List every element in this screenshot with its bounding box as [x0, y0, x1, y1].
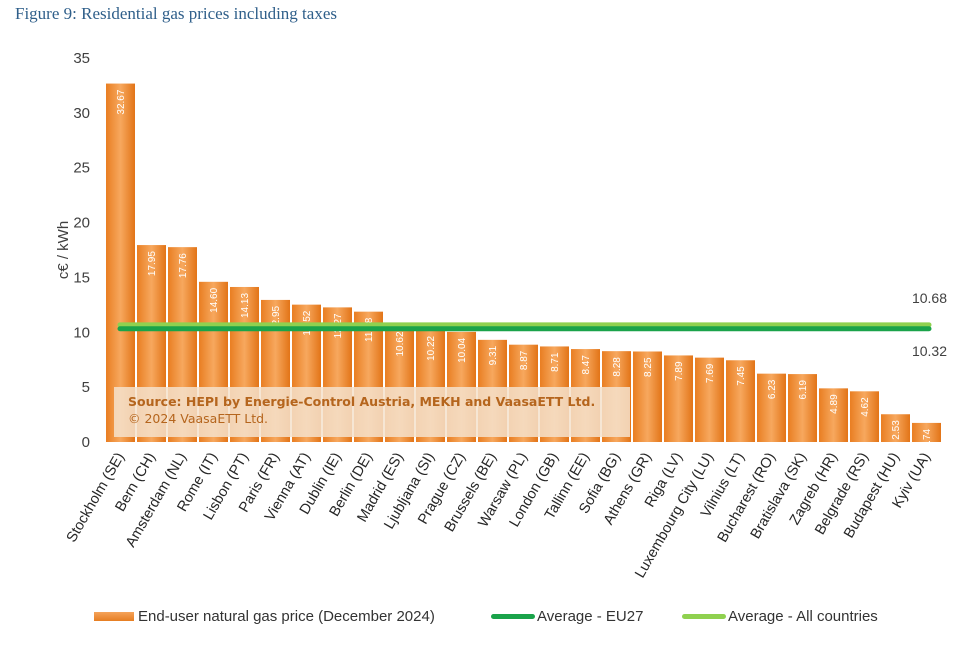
- bar-value-label: 14.13: [240, 293, 251, 318]
- bar-value-label: 6.19: [798, 380, 809, 400]
- bar: [106, 83, 135, 443]
- legend-item-all-countries: Average - All countries: [682, 608, 878, 625]
- bar-value-label: 4.89: [829, 394, 840, 414]
- bar-value-label: 8.28: [612, 357, 623, 377]
- bar-value-label: 32.67: [116, 89, 127, 114]
- bar: [726, 360, 755, 442]
- legend-item-eu27: Average - EU27: [491, 608, 643, 625]
- legend-label-all-countries: Average - All countries: [728, 608, 878, 625]
- source-box: Source: HEPI by Energie-Control Austria,…: [114, 387, 630, 437]
- figure-title: Figure 9: Residential gas prices includi…: [15, 4, 337, 23]
- bar-value-label: 4.62: [860, 397, 871, 417]
- bar-value-label: 12.95: [271, 305, 282, 330]
- bar: [633, 351, 662, 442]
- bar-value-label: 14.60: [209, 287, 220, 312]
- bar: [695, 357, 724, 442]
- legend-item-gas-price: End-user natural gas price (December 202…: [94, 608, 435, 625]
- legend-swatch-all-countries: [682, 614, 726, 619]
- bar-value-label: 17.95: [147, 251, 158, 276]
- bar-value-label: 10.62: [395, 331, 406, 356]
- y-tick-label: 5: [82, 379, 90, 396]
- bar-value-label: 10.04: [457, 337, 468, 362]
- bar-value-label: 10.22: [426, 335, 437, 360]
- bar-value-label: 8.47: [581, 355, 592, 375]
- y-tick-label: 0: [82, 434, 90, 451]
- y-tick-label: 15: [73, 269, 90, 286]
- y-tick-label: 20: [73, 215, 90, 232]
- average-all-countries-label: 10.68: [912, 290, 947, 306]
- bar-value-label: 9.31: [488, 345, 499, 365]
- bar-value-label: 8.71: [550, 352, 561, 372]
- bar: [664, 355, 693, 442]
- y-axis: 0 5 10 15 20 25 30 35: [73, 50, 90, 451]
- bar-value-label: 7.89: [674, 361, 685, 381]
- legend: End-user natural gas price (December 202…: [0, 608, 971, 632]
- bar-value-label: 7.45: [736, 366, 747, 386]
- legend-label-gas-price: End-user natural gas price (December 202…: [138, 608, 435, 625]
- bar-chart: 0 5 10 15 20 25 30 35 c€ / kWh 32.67 17.95 17.76 1…: [55, 50, 947, 581]
- bar: [757, 373, 786, 442]
- y-tick-label: 25: [73, 160, 90, 177]
- bar: [881, 414, 910, 442]
- y-tick-label: 10: [73, 324, 90, 341]
- y-tick-label: 35: [73, 50, 90, 67]
- bar: [912, 422, 941, 442]
- y-tick-label: 30: [73, 105, 90, 122]
- bar: [850, 391, 879, 442]
- bar-value-label: 2.53: [891, 420, 902, 440]
- legend-label-eu27: Average - EU27: [537, 608, 644, 625]
- bar-value-label: 8.25: [643, 357, 654, 377]
- bar: [788, 374, 817, 442]
- bar-value-label: 6.23: [767, 379, 778, 399]
- bar-value-label: 8.87: [519, 350, 530, 370]
- copyright-text: © 2024 VaasaETT Ltd.: [128, 411, 269, 426]
- source-text: Source: HEPI by Energie-Control Austria,…: [128, 394, 596, 409]
- bar: [819, 388, 848, 442]
- bar-value-label: 17.76: [178, 253, 189, 278]
- legend-swatch-eu27: [491, 614, 535, 619]
- category-labels: Stockholm (SE)Bern (CH)Amsterdam (NL)Rom…: [64, 450, 934, 581]
- bar-value-label: 7.69: [705, 363, 716, 383]
- y-axis-label: c€ / kWh: [55, 221, 72, 279]
- bar-value-label: 1.74: [922, 428, 933, 448]
- average-lines: 10.68 10.32: [117, 290, 947, 359]
- average-eu27-label: 10.32: [912, 343, 947, 359]
- legend-swatch-bar: [94, 612, 134, 621]
